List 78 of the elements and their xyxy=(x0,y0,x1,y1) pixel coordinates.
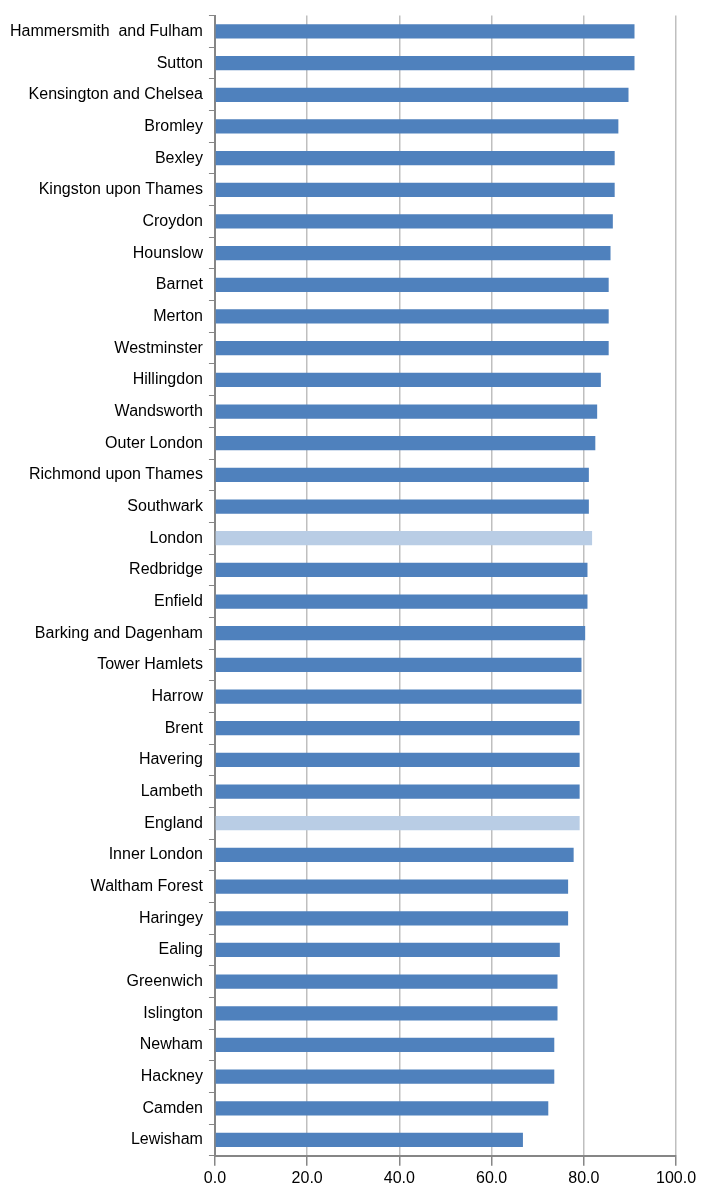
bar xyxy=(215,1006,558,1021)
y-tick-label: Outer London xyxy=(105,433,203,451)
bar xyxy=(215,119,619,134)
bar xyxy=(215,1101,549,1116)
y-tick-label: Sutton xyxy=(156,53,203,71)
bar xyxy=(215,1132,523,1148)
bar xyxy=(215,847,574,863)
y-tick-label: England xyxy=(144,813,203,831)
bar xyxy=(215,309,609,324)
bar xyxy=(215,626,586,641)
y-tick-label: Hackney xyxy=(140,1067,203,1085)
y-tick-label: Wandsworth xyxy=(114,401,203,419)
y-tick-label: Enfield xyxy=(154,591,203,609)
bar xyxy=(215,182,615,197)
y-tick-label: Hillingdon xyxy=(132,370,203,388)
y-tick-label: Inner London xyxy=(108,845,203,863)
bar xyxy=(215,277,609,292)
y-tick-label: Camden xyxy=(142,1098,203,1116)
bar xyxy=(215,531,593,546)
bar xyxy=(215,436,596,451)
y-tick-label: Barnet xyxy=(155,275,204,293)
y-tick-label: Tower Hamlets xyxy=(97,655,203,673)
bar xyxy=(215,1069,555,1084)
y-tick-label: London xyxy=(149,528,203,546)
bar xyxy=(215,214,613,229)
y-tick-label: Hounslow xyxy=(132,243,204,261)
bar xyxy=(215,467,589,482)
bar xyxy=(215,55,635,71)
bar xyxy=(215,151,615,166)
y-tick-label: Greenwich xyxy=(126,972,203,990)
y-tick-label: Lewisham xyxy=(130,1130,203,1148)
bar xyxy=(215,752,580,768)
bar xyxy=(215,1037,555,1053)
x-tick-label: 80.0 xyxy=(568,1168,600,1186)
y-tick-label: Hammersmith and Fulham xyxy=(9,21,203,39)
x-tick-label: 0.0 xyxy=(203,1168,227,1186)
bar xyxy=(215,404,598,419)
bar xyxy=(215,721,580,736)
x-tick-label: 40.0 xyxy=(383,1168,416,1186)
bar xyxy=(215,816,580,831)
y-tick-label: Barking and Dagenham xyxy=(34,623,203,641)
y-tick-label: Waltham Forest xyxy=(90,876,204,894)
bar xyxy=(215,974,558,989)
y-tick-label: Brent xyxy=(164,718,204,736)
bar xyxy=(215,341,609,356)
y-tick-label: Richmond upon Thames xyxy=(28,465,203,483)
y-tick-label: Croydon xyxy=(142,211,203,229)
bar xyxy=(215,594,588,609)
bar xyxy=(215,689,582,704)
y-tick-label: Haringey xyxy=(138,908,203,926)
y-tick-label: Newham xyxy=(139,1035,203,1053)
bar xyxy=(215,246,611,261)
bar xyxy=(215,911,569,926)
y-tick-label: Southwark xyxy=(127,496,204,514)
bar xyxy=(215,562,588,577)
y-tick-label: Havering xyxy=(138,750,203,768)
y-tick-label: Westminster xyxy=(114,338,204,356)
y-tick-label: Kensington and Chelsea xyxy=(28,85,204,103)
bar xyxy=(215,657,582,673)
y-tick-label: Islington xyxy=(143,1003,203,1021)
bar xyxy=(215,372,601,387)
y-tick-label: Ealing xyxy=(158,940,203,958)
y-tick-label: Merton xyxy=(153,306,203,324)
bar xyxy=(215,24,635,39)
y-tick-label: Redbridge xyxy=(129,560,204,578)
y-tick-label: Bromley xyxy=(144,116,203,134)
bar xyxy=(215,784,580,799)
y-tick-label: Harrow xyxy=(151,686,204,704)
x-tick-label: 20.0 xyxy=(291,1168,323,1186)
y-tick-label: Bexley xyxy=(154,148,203,166)
bar xyxy=(215,499,589,514)
bar xyxy=(215,942,560,958)
y-tick-label: Lambeth xyxy=(140,781,203,799)
bar xyxy=(215,87,629,102)
x-tick-label: 100.0 xyxy=(655,1168,697,1186)
x-tick-label: 60.0 xyxy=(476,1168,508,1186)
y-tick-label: Kingston upon Thames xyxy=(38,180,203,198)
bar xyxy=(215,879,569,894)
